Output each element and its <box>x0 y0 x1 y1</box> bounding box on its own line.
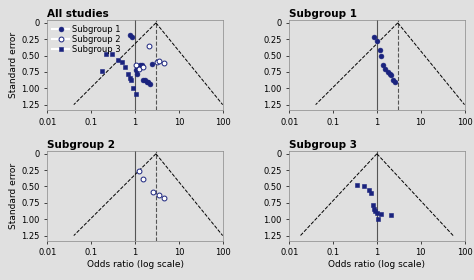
Text: Subgroup 3: Subgroup 3 <box>289 140 357 150</box>
Text: Subgroup 2: Subgroup 2 <box>47 140 115 150</box>
Text: All studies: All studies <box>47 9 109 19</box>
X-axis label: Odds ratio (log scale): Odds ratio (log scale) <box>87 260 183 269</box>
Y-axis label: Standard error: Standard error <box>9 163 18 229</box>
Text: Subgroup 1: Subgroup 1 <box>289 9 357 19</box>
Legend: Subgroup 1, Subgroup 2, Subgroup 3: Subgroup 1, Subgroup 2, Subgroup 3 <box>52 24 121 55</box>
X-axis label: Odds ratio (log scale): Odds ratio (log scale) <box>328 260 425 269</box>
Y-axis label: Standard error: Standard error <box>9 32 18 98</box>
